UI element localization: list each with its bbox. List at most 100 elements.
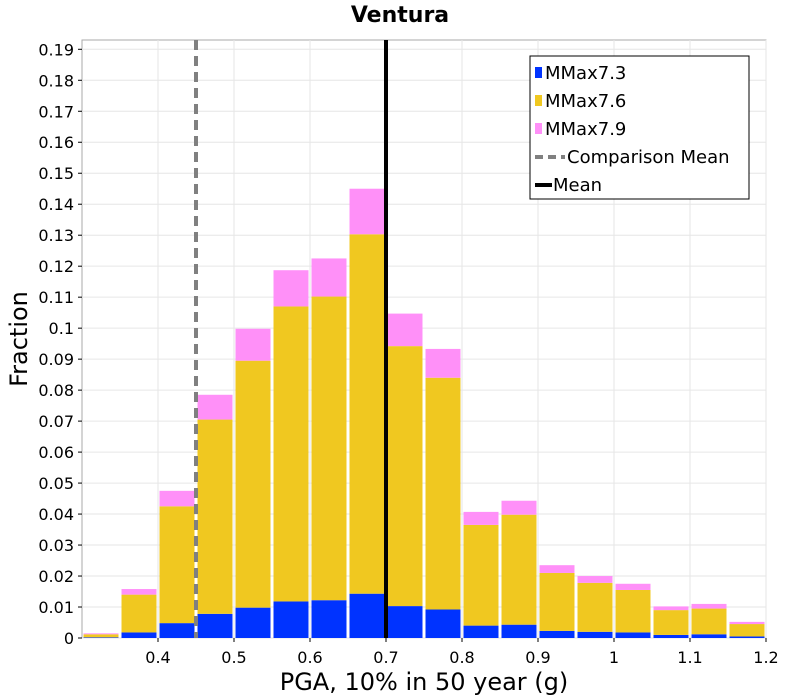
x-tick-label: 1.1 <box>677 648 702 667</box>
bar-segment <box>197 394 233 420</box>
bar-segment <box>311 600 347 638</box>
legend-label: MMax7.6 <box>545 91 626 112</box>
y-tick-label: 0.05 <box>38 474 74 493</box>
bar-segment <box>691 634 727 638</box>
bar-segment <box>197 613 233 638</box>
bar-segment <box>463 524 499 626</box>
bar-segment <box>653 606 689 611</box>
bar-segment <box>729 621 765 625</box>
bar-segment <box>463 511 499 525</box>
bar-segment <box>539 630 575 638</box>
bar-segment <box>349 234 385 594</box>
bar-segment <box>311 258 347 297</box>
bar-segment <box>577 631 613 638</box>
x-tick-label: 1.2 <box>753 648 778 667</box>
y-tick-label: 0.02 <box>38 567 74 586</box>
bar-segment <box>539 565 575 573</box>
bar-segment <box>83 637 119 638</box>
y-tick-label: 0.1 <box>49 319 74 338</box>
bar-segment <box>273 306 309 602</box>
legend-label: MMax7.9 <box>545 119 626 140</box>
legend-swatch <box>535 67 542 78</box>
x-tick-label: 0.5 <box>221 648 246 667</box>
x-tick-label: 0.4 <box>145 648 170 667</box>
legend-label: Comparison Mean <box>567 147 730 168</box>
x-tick-label: 0.8 <box>449 648 474 667</box>
y-tick-label: 0.14 <box>38 195 74 214</box>
bar-segment <box>121 594 157 633</box>
bar-segment <box>159 623 195 638</box>
bar-segment <box>273 270 309 307</box>
bar-segment <box>235 360 271 608</box>
bar-segment <box>691 608 727 635</box>
x-tick-label: 1 <box>609 648 619 667</box>
bar-segment <box>387 313 423 347</box>
bar-segment <box>425 377 461 610</box>
x-tick-label: 0.7 <box>373 648 398 667</box>
y-tick-label: 0.08 <box>38 381 74 400</box>
legend-swatch <box>535 95 542 106</box>
bar-segment <box>463 625 499 638</box>
bar-segment <box>273 601 309 638</box>
legend-swatch <box>535 123 542 134</box>
bar-segment <box>121 589 157 595</box>
bar-segment <box>691 603 727 609</box>
y-tick-label: 0.17 <box>38 102 74 121</box>
y-tick-label: 0 <box>64 629 74 648</box>
y-tick-label: 0.15 <box>38 164 74 183</box>
bar-segment <box>311 296 347 601</box>
bars <box>83 188 765 638</box>
y-tick-label: 0.07 <box>38 412 74 431</box>
bar-segment <box>615 632 651 638</box>
bar-segment <box>425 609 461 638</box>
bar-segment <box>235 328 271 361</box>
bar-segment <box>197 419 233 614</box>
bar-segment <box>159 490 195 507</box>
legend: MMax7.3 MMax7.6 MMax7.9 Comparison Mean Mean <box>529 55 750 200</box>
bar-segment <box>235 607 271 638</box>
bar-segment <box>121 632 157 638</box>
bar-segment <box>83 634 119 638</box>
bar-segment <box>653 634 689 638</box>
y-axis-title: Fraction <box>5 291 33 387</box>
bar-segment <box>729 624 765 637</box>
bar-segment <box>501 514 537 625</box>
chart-title: Ventura <box>351 3 449 28</box>
y-tick-label: 0.12 <box>38 257 74 276</box>
legend-box <box>529 55 750 200</box>
y-tick-label: 0.09 <box>38 350 74 369</box>
x-axis: 0.4 0.5 0.6 0.7 0.8 0.9 1 1.1 1.2 <box>145 638 779 667</box>
y-tick-label: 0.01 <box>38 598 74 617</box>
x-tick-label: 0.9 <box>525 648 550 667</box>
reference-lines <box>194 40 388 638</box>
bar-segment <box>615 589 651 633</box>
bar-segment <box>159 506 195 624</box>
bar-segment <box>349 188 385 235</box>
bar-segment <box>577 576 613 583</box>
x-axis-title: PGA, 10% in 50 year (g) <box>280 668 569 696</box>
bar-segment <box>425 348 461 378</box>
bar-segment <box>653 610 689 635</box>
y-tick-label: 0.16 <box>38 133 74 152</box>
bar-segment <box>615 583 651 590</box>
y-tick-label: 0.06 <box>38 443 74 462</box>
bar-segment <box>539 572 575 631</box>
bar-segment <box>501 624 537 638</box>
x-tick-label: 0.6 <box>297 648 322 667</box>
bar-segment <box>387 606 423 638</box>
legend-label: MMax7.3 <box>545 63 626 84</box>
bar-segment <box>349 593 385 638</box>
bar-segment <box>83 633 119 635</box>
y-tick-label: 0.19 <box>38 40 74 59</box>
y-tick-label: 0.13 <box>38 226 74 245</box>
y-tick-label: 0.11 <box>38 288 74 307</box>
y-axis: 0 0.01 0.02 0.03 0.04 0.05 0.06 0.07 0.08 0.09 0.1… <box>38 40 82 648</box>
bar-segment <box>501 500 537 515</box>
bar-segment <box>577 582 613 632</box>
y-tick-label: 0.18 <box>38 71 74 90</box>
bar-segment <box>387 346 423 607</box>
bar-segment <box>729 636 765 638</box>
y-tick-label: 0.03 <box>38 536 74 555</box>
y-tick-label: 0.04 <box>38 505 74 524</box>
